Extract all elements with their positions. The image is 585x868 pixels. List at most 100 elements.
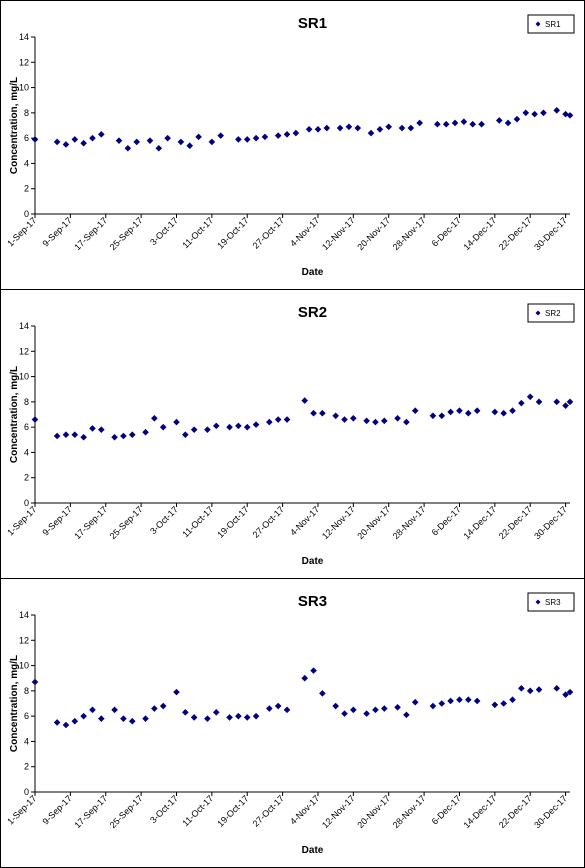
data-point bbox=[31, 136, 39, 143]
data-point bbox=[53, 719, 61, 726]
data-point bbox=[142, 715, 149, 722]
data-point bbox=[212, 422, 220, 430]
y-tick-label: 6 bbox=[24, 133, 29, 143]
data-point bbox=[98, 131, 105, 138]
data-point bbox=[243, 136, 251, 143]
data-point bbox=[380, 417, 388, 425]
data-point bbox=[385, 123, 393, 131]
data-point bbox=[416, 119, 423, 127]
x-tick-label: 17-Sep-17 bbox=[72, 793, 109, 830]
data-point bbox=[292, 129, 300, 137]
x-tick-label: 12-Nov-17 bbox=[320, 793, 357, 830]
x-tick-label: 25-Sep-17 bbox=[108, 504, 145, 541]
data-point bbox=[345, 123, 353, 131]
data-point bbox=[274, 132, 282, 139]
legend-marker bbox=[535, 599, 541, 605]
data-point bbox=[473, 697, 481, 705]
data-point bbox=[71, 136, 79, 143]
y-axis-title: Concentration, mg/L bbox=[9, 366, 20, 463]
x-tick-label: 20-Nov-17 bbox=[355, 504, 392, 541]
data-point bbox=[522, 109, 530, 117]
data-point bbox=[124, 144, 132, 152]
data-point bbox=[434, 120, 441, 128]
data-point bbox=[31, 678, 39, 686]
x-tick-label: 20-Nov-17 bbox=[355, 215, 392, 252]
data-point bbox=[186, 142, 194, 150]
legend-marker bbox=[535, 21, 541, 27]
chart-title: SR2 bbox=[298, 304, 327, 321]
x-tick-label: 1-Sep-17 bbox=[5, 793, 38, 826]
x-tick-label: 1-Sep-17 bbox=[5, 504, 38, 537]
data-point bbox=[531, 110, 538, 118]
data-point bbox=[173, 688, 180, 696]
data-point bbox=[372, 418, 379, 426]
data-point bbox=[460, 118, 468, 126]
data-point bbox=[164, 134, 171, 142]
data-point bbox=[350, 414, 357, 422]
data-point bbox=[80, 139, 87, 147]
data-point bbox=[71, 717, 79, 725]
data-point bbox=[553, 398, 561, 406]
data-point bbox=[553, 685, 561, 692]
data-point bbox=[151, 414, 158, 422]
data-point bbox=[305, 125, 313, 133]
data-point bbox=[526, 393, 534, 401]
data-point bbox=[562, 402, 569, 409]
x-tick-label: 14-Dec-17 bbox=[461, 504, 498, 541]
data-point bbox=[98, 426, 105, 433]
data-point bbox=[500, 700, 507, 707]
data-point bbox=[111, 706, 118, 714]
x-tick-label: 4-Nov-17 bbox=[288, 504, 321, 537]
data-point bbox=[283, 131, 291, 138]
y-tick-label: 0 bbox=[24, 498, 29, 508]
data-point bbox=[226, 423, 233, 431]
data-point bbox=[252, 712, 260, 720]
x-tick-label: 22-Dec-17 bbox=[497, 215, 534, 252]
x-tick-label: 6-Dec-17 bbox=[430, 793, 463, 826]
data-point bbox=[442, 120, 450, 128]
data-point bbox=[159, 702, 167, 710]
x-tick-label: 22-Dec-17 bbox=[497, 504, 534, 541]
data-point bbox=[190, 426, 198, 433]
legend-box bbox=[527, 303, 575, 323]
x-tick-label: 6-Dec-17 bbox=[430, 504, 463, 537]
data-point bbox=[354, 124, 362, 132]
data-point bbox=[62, 141, 70, 148]
chart-panel-sr3: SR3 0 2 4 6 8 10 12 14 1-Sep-17 9-Sep-17 17-Sep-17 2… bbox=[0, 578, 585, 868]
data-point bbox=[332, 412, 339, 420]
data-point bbox=[212, 709, 220, 716]
data-point bbox=[403, 711, 410, 719]
data-point bbox=[500, 409, 507, 417]
data-point bbox=[301, 397, 309, 404]
data-point bbox=[98, 715, 105, 722]
data-point bbox=[398, 124, 406, 132]
data-point bbox=[266, 705, 273, 712]
data-point bbox=[456, 407, 463, 415]
x-tick-label: 4-Nov-17 bbox=[288, 793, 321, 826]
data-point bbox=[495, 117, 503, 124]
x-axis-title: Date bbox=[302, 556, 324, 567]
x-tick-label: 28-Nov-17 bbox=[391, 793, 428, 830]
data-point bbox=[133, 138, 140, 146]
data-point bbox=[363, 710, 370, 717]
data-point bbox=[566, 688, 574, 696]
data-point bbox=[310, 667, 317, 674]
data-point bbox=[394, 414, 401, 422]
data-point bbox=[235, 136, 242, 143]
data-point bbox=[177, 138, 185, 146]
x-tick-label: 9-Sep-17 bbox=[41, 215, 74, 248]
legend-box bbox=[527, 14, 575, 34]
y-tick-label: 0 bbox=[24, 787, 29, 797]
data-point bbox=[513, 115, 521, 123]
data-point bbox=[319, 690, 326, 697]
data-point bbox=[252, 134, 260, 142]
x-tick-label: 28-Nov-17 bbox=[391, 504, 428, 541]
y-tick-label: 14 bbox=[19, 32, 29, 42]
data-point bbox=[526, 687, 534, 695]
data-point bbox=[535, 398, 543, 406]
data-point bbox=[120, 715, 127, 722]
data-point bbox=[438, 412, 446, 420]
